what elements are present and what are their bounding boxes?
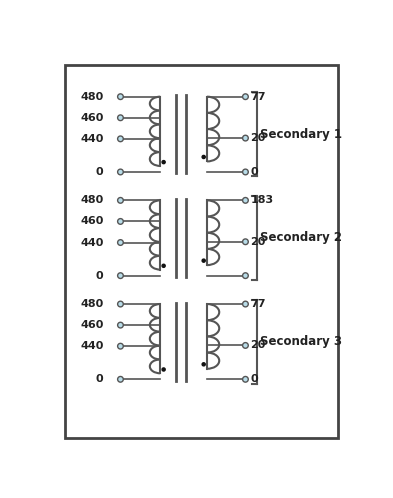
Circle shape (118, 273, 123, 278)
Circle shape (118, 240, 123, 246)
Circle shape (242, 94, 248, 100)
Circle shape (242, 239, 248, 245)
Text: 20: 20 (251, 341, 266, 351)
Circle shape (242, 343, 248, 348)
Circle shape (162, 368, 165, 371)
Circle shape (242, 301, 248, 307)
Circle shape (202, 259, 205, 262)
Circle shape (202, 363, 205, 366)
Circle shape (162, 160, 165, 164)
Text: 183: 183 (251, 195, 274, 205)
Text: 77: 77 (251, 299, 266, 309)
Circle shape (118, 343, 123, 349)
Circle shape (242, 198, 248, 203)
Circle shape (242, 135, 248, 141)
Text: 480: 480 (80, 195, 103, 205)
Text: 440: 440 (80, 134, 103, 144)
Text: 77: 77 (251, 92, 266, 102)
Circle shape (118, 169, 123, 175)
Circle shape (118, 219, 123, 224)
Circle shape (242, 273, 248, 278)
Text: 0: 0 (251, 167, 258, 177)
Circle shape (118, 115, 123, 121)
Text: 20: 20 (251, 133, 266, 143)
Text: 480: 480 (80, 299, 103, 309)
Text: 0: 0 (96, 374, 103, 384)
Circle shape (242, 376, 248, 382)
Text: 460: 460 (80, 320, 103, 330)
Text: Secondary 2: Secondary 2 (260, 232, 342, 245)
Text: 480: 480 (80, 92, 103, 102)
Text: 0: 0 (96, 270, 103, 281)
Text: 460: 460 (80, 217, 103, 227)
Text: 460: 460 (80, 113, 103, 123)
Text: Secondary 3: Secondary 3 (260, 335, 342, 348)
FancyBboxPatch shape (65, 65, 338, 438)
Text: 0: 0 (96, 167, 103, 177)
Circle shape (202, 155, 205, 158)
Circle shape (118, 136, 123, 141)
Circle shape (118, 322, 123, 328)
Text: 440: 440 (80, 238, 103, 248)
Circle shape (162, 264, 165, 267)
Circle shape (118, 301, 123, 307)
Circle shape (118, 198, 123, 203)
Text: 440: 440 (80, 341, 103, 351)
Text: Secondary 1: Secondary 1 (260, 128, 342, 141)
Text: 0: 0 (251, 374, 258, 384)
Circle shape (242, 169, 248, 175)
Circle shape (118, 376, 123, 382)
Text: 20: 20 (251, 237, 266, 247)
Circle shape (118, 94, 123, 100)
